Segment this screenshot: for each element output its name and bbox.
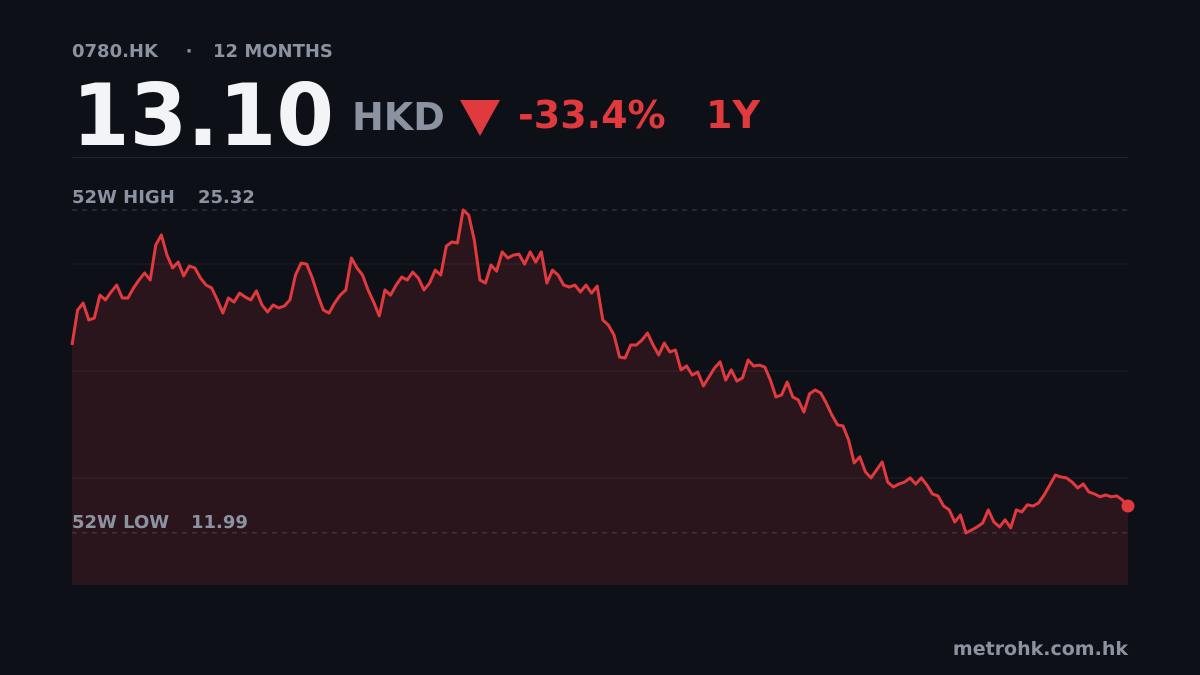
high-value: 25.32 <box>198 187 255 208</box>
low-value: 11.99 <box>191 512 248 533</box>
period: 12 MONTHS <box>213 41 333 62</box>
high-label: 52W HIGH <box>72 187 175 208</box>
price-line <box>70 208 1130 535</box>
last-point <box>1121 499 1135 513</box>
ticker: 0780.HK <box>72 41 159 62</box>
area-fill <box>72 210 1128 585</box>
plot: 52W HIGH 25.32 52W LOW 11.99 <box>70 187 1135 585</box>
down-arrow <box>460 100 500 136</box>
separator: · <box>186 41 193 62</box>
range: 1Y <box>706 93 760 137</box>
price: 13.10 <box>72 66 334 166</box>
change: -33.4% <box>518 93 666 137</box>
currency: HKD <box>352 95 445 139</box>
source: metrohk.com.hk <box>953 638 1128 660</box>
low-label: 52W LOW <box>72 512 169 533</box>
